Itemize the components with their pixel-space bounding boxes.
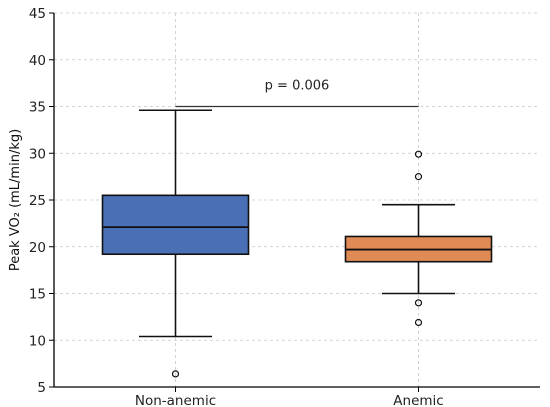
marks-layer bbox=[101, 109, 493, 378]
outlier-point bbox=[171, 370, 180, 378]
y-tick-label: 5 bbox=[37, 380, 46, 396]
y-axis-label: Peak VO₂ (mL/min/kg) bbox=[8, 129, 23, 271]
outlier-point bbox=[414, 299, 423, 307]
x-tick-label: Anemic bbox=[393, 393, 443, 407]
p-value-label: p = 0.006 bbox=[265, 79, 330, 94]
box-group-non-anemic bbox=[101, 109, 250, 378]
y-tick-label: 30 bbox=[29, 146, 46, 162]
annotation-layer: p = 0.006 bbox=[175, 79, 419, 108]
axes-layer: 5 10 15 20 25 30 35 40 45 Non-anemic Anemic bbox=[29, 6, 540, 407]
y-tick-label: 15 bbox=[29, 287, 46, 303]
y-tick-label: 40 bbox=[29, 53, 46, 69]
iqr-box bbox=[101, 194, 250, 256]
y-tick-label: 35 bbox=[29, 100, 46, 116]
box-group-anemic bbox=[344, 150, 493, 327]
y-tick-label: 10 bbox=[29, 333, 46, 349]
y-tick-label: 20 bbox=[29, 240, 46, 256]
outlier-point bbox=[414, 318, 423, 327]
y-tick-label: 25 bbox=[29, 193, 46, 209]
outlier-point bbox=[414, 150, 423, 158]
y-tick-label: 45 bbox=[29, 6, 46, 22]
outlier-point bbox=[414, 173, 423, 181]
x-tick-label: Non-anemic bbox=[135, 393, 216, 407]
